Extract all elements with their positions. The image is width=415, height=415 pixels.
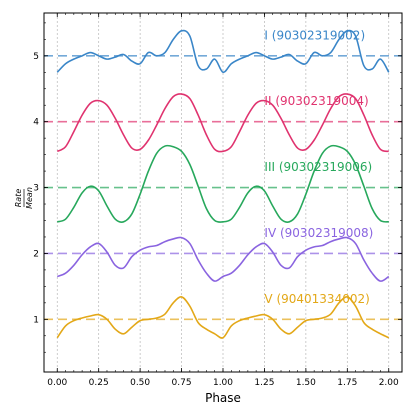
x-tick-label: 1.25 xyxy=(254,378,274,388)
y-axis-title-numerator: Rate xyxy=(14,189,23,208)
grid-layer xyxy=(56,13,390,372)
x-tick-label: 0.25 xyxy=(89,378,109,388)
baseline-layer xyxy=(44,55,402,321)
series-label-layer: I (90302319002) II (90302319004) III (9030… xyxy=(264,28,373,305)
x-tick-label: 0.75 xyxy=(172,378,192,388)
x-axis-title: Phase xyxy=(205,391,241,405)
x-tick-label: 0.50 xyxy=(130,378,150,388)
series-line xyxy=(57,144,389,223)
x-tick-label: 2.00 xyxy=(379,378,399,388)
series-label: II (90302319004) xyxy=(264,94,368,108)
y-axis-title-denominator: Mean xyxy=(25,187,34,209)
series-line xyxy=(56,29,390,74)
x-tick-label: 1.75 xyxy=(337,378,357,388)
y-tick-label: 2 xyxy=(33,249,39,259)
series-label: IV (90302319008) xyxy=(264,226,373,240)
tick-layer: 0.00 0.25 0.50 0.75 1.00 1.25 1.50 1.75 2.00 1 2 3 4… xyxy=(33,13,402,388)
series-label: I (90302319002) xyxy=(264,28,365,42)
y-tick-label: 5 xyxy=(33,52,39,62)
y-axis-title: Rate Mean xyxy=(14,187,34,209)
series-line xyxy=(56,236,390,282)
x-tick-label: 0.00 xyxy=(47,378,67,388)
series-line xyxy=(56,296,390,339)
x-tick-label: 1.00 xyxy=(213,378,233,388)
series-layer xyxy=(56,29,390,339)
x-tick-label: 1.50 xyxy=(296,378,316,388)
y-tick-label: 4 xyxy=(33,118,39,128)
series-label: III (90302319006) xyxy=(264,160,372,174)
series-line xyxy=(56,93,389,153)
y-tick-label: 3 xyxy=(33,184,39,194)
series-label: V (90401334002) xyxy=(264,292,369,306)
y-tick-label: 1 xyxy=(33,315,39,325)
